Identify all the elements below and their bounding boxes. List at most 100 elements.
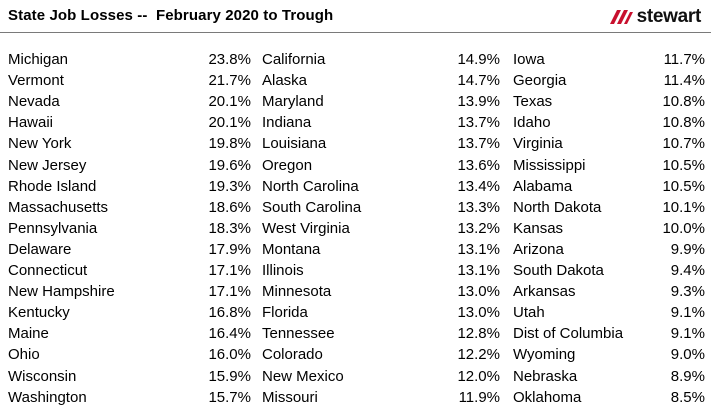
- job-loss-percent: 15.9%: [208, 367, 251, 385]
- table-row: Delaware 17.9%: [8, 239, 251, 260]
- table-row: Alaska 14.7%: [262, 70, 500, 91]
- job-loss-percent: 8.5%: [670, 388, 705, 406]
- state-name: Nebraska: [513, 367, 578, 385]
- state-name: Ohio: [8, 346, 40, 364]
- job-loss-percent: 14.9%: [457, 51, 500, 68]
- state-name: Virginia: [513, 135, 563, 153]
- state-name: Indiana: [262, 114, 312, 132]
- job-loss-percent: 9.1%: [670, 304, 705, 322]
- state-name: Vermont: [8, 72, 64, 90]
- state-name: South Carolina: [262, 198, 362, 216]
- job-loss-percent: 9.3%: [670, 283, 705, 301]
- table-row: New York 19.8%: [8, 133, 251, 154]
- table-row: Virginia 10.7%: [513, 133, 705, 154]
- page-title: State Job Losses -- February 2020 to Tro…: [8, 7, 334, 24]
- job-loss-percent: 11.7%: [663, 51, 705, 68]
- job-loss-percent: 11.4%: [663, 72, 705, 90]
- job-loss-percent: 13.7%: [457, 114, 500, 132]
- table-row: Illinois 13.1%: [262, 260, 500, 281]
- state-name: Idaho: [513, 114, 551, 132]
- state-name: North Carolina: [262, 177, 359, 195]
- state-name: Minnesota: [262, 283, 332, 301]
- table-row: Oregon 13.6%: [262, 155, 500, 176]
- job-loss-percent: 19.3%: [208, 177, 251, 195]
- table-row: Nebraska 8.9%: [513, 366, 705, 387]
- state-name: Kentucky: [8, 304, 70, 322]
- job-loss-percent: 23.8%: [208, 51, 251, 68]
- table-row: Massachusetts 18.6%: [8, 197, 251, 218]
- job-loss-percent: 10.0%: [662, 219, 705, 237]
- job-loss-percent: 16.4%: [208, 325, 251, 343]
- state-name: Delaware: [8, 240, 72, 258]
- job-loss-percent: 18.6%: [208, 198, 251, 216]
- table-row: Louisiana 13.7%: [262, 133, 500, 154]
- table-row: Maine 16.4%: [8, 323, 251, 344]
- state-name: Missouri: [262, 388, 318, 406]
- table-row: Washington 15.7%: [8, 387, 251, 408]
- stewart-logo: stewart: [608, 6, 701, 28]
- job-loss-percent: 12.8%: [457, 325, 500, 343]
- table-row: South Dakota 9.4%: [513, 260, 705, 281]
- table-row: New Hampshire 17.1%: [8, 281, 251, 302]
- job-loss-percent: 10.8%: [662, 93, 705, 111]
- state-name: Wisconsin: [8, 367, 77, 385]
- state-name: North Dakota: [513, 198, 602, 216]
- job-loss-percent: 13.2%: [457, 219, 500, 237]
- table-row: Maryland 13.9%: [262, 91, 500, 112]
- state-name: Mississippi: [513, 156, 586, 174]
- state-name: Louisiana: [262, 135, 327, 153]
- job-loss-percent: 9.4%: [670, 262, 705, 279]
- table-row: Texas 10.8%: [513, 91, 705, 112]
- job-loss-percent: 12.2%: [457, 346, 500, 364]
- job-loss-percent: 18.3%: [208, 219, 251, 237]
- table-row: Missouri 11.9%: [262, 387, 500, 408]
- state-name: Kansas: [513, 219, 564, 237]
- table-row: Idaho 10.8%: [513, 112, 705, 133]
- state-name: Connecticut: [8, 262, 88, 279]
- table-row: Colorado 12.2%: [262, 344, 500, 365]
- table-row: New Jersey 19.6%: [8, 155, 251, 176]
- state-name: New Hampshire: [8, 283, 115, 301]
- table-row: Indiana 13.7%: [262, 112, 500, 133]
- job-loss-percent: 13.0%: [457, 304, 500, 322]
- job-loss-percent: 16.0%: [208, 346, 251, 364]
- state-name: New Jersey: [8, 156, 87, 174]
- header: State Job Losses -- February 2020 to Tro…: [0, 0, 711, 32]
- job-loss-percent: 17.9%: [208, 240, 251, 258]
- job-loss-percent: 13.9%: [457, 93, 500, 111]
- stewart-logo-icon: [609, 10, 633, 24]
- table-row: Vermont 21.7%: [8, 70, 251, 91]
- job-loss-percent: 8.9%: [670, 367, 705, 385]
- job-loss-percent: 19.6%: [208, 156, 251, 174]
- header-divider: [0, 32, 711, 33]
- job-loss-percent: 17.1%: [208, 283, 251, 301]
- table-row: Iowa 11.7%: [513, 49, 705, 70]
- state-name: Michigan: [8, 51, 69, 68]
- state-name: Texas: [513, 93, 553, 111]
- job-loss-percent: 9.0%: [670, 346, 705, 364]
- job-loss-percent: 9.1%: [670, 325, 705, 343]
- table-row: North Dakota 10.1%: [513, 197, 705, 218]
- logo-wordmark: stewart: [636, 6, 702, 27]
- state-name: Arkansas: [513, 283, 576, 301]
- job-loss-percent: 13.0%: [457, 283, 500, 301]
- state-name: Iowa: [513, 51, 545, 68]
- state-name: Washington: [8, 388, 87, 406]
- state-name: Illinois: [262, 262, 304, 279]
- state-name: Maryland: [262, 93, 324, 111]
- table-row: Wyoming 9.0%: [513, 344, 705, 365]
- table-row: Pennsylvania 18.3%: [8, 218, 251, 239]
- job-loss-percent: 13.1%: [457, 262, 500, 279]
- table-row: Ohio 16.0%: [8, 344, 251, 365]
- state-name: Pennsylvania: [8, 219, 98, 237]
- state-name: Georgia: [513, 72, 567, 90]
- table-row: California 14.9%: [262, 49, 500, 70]
- table-row: South Carolina 13.3%: [262, 197, 500, 218]
- state-name: New Mexico: [262, 367, 344, 385]
- table-row: Alabama 10.5%: [513, 176, 705, 197]
- job-loss-percent: 13.7%: [457, 135, 500, 153]
- job-loss-percent: 13.3%: [457, 198, 500, 216]
- table-row: Oklahoma 8.5%: [513, 387, 705, 408]
- table-row: Rhode Island 19.3%: [8, 176, 251, 197]
- table-row: West Virginia 13.2%: [262, 218, 500, 239]
